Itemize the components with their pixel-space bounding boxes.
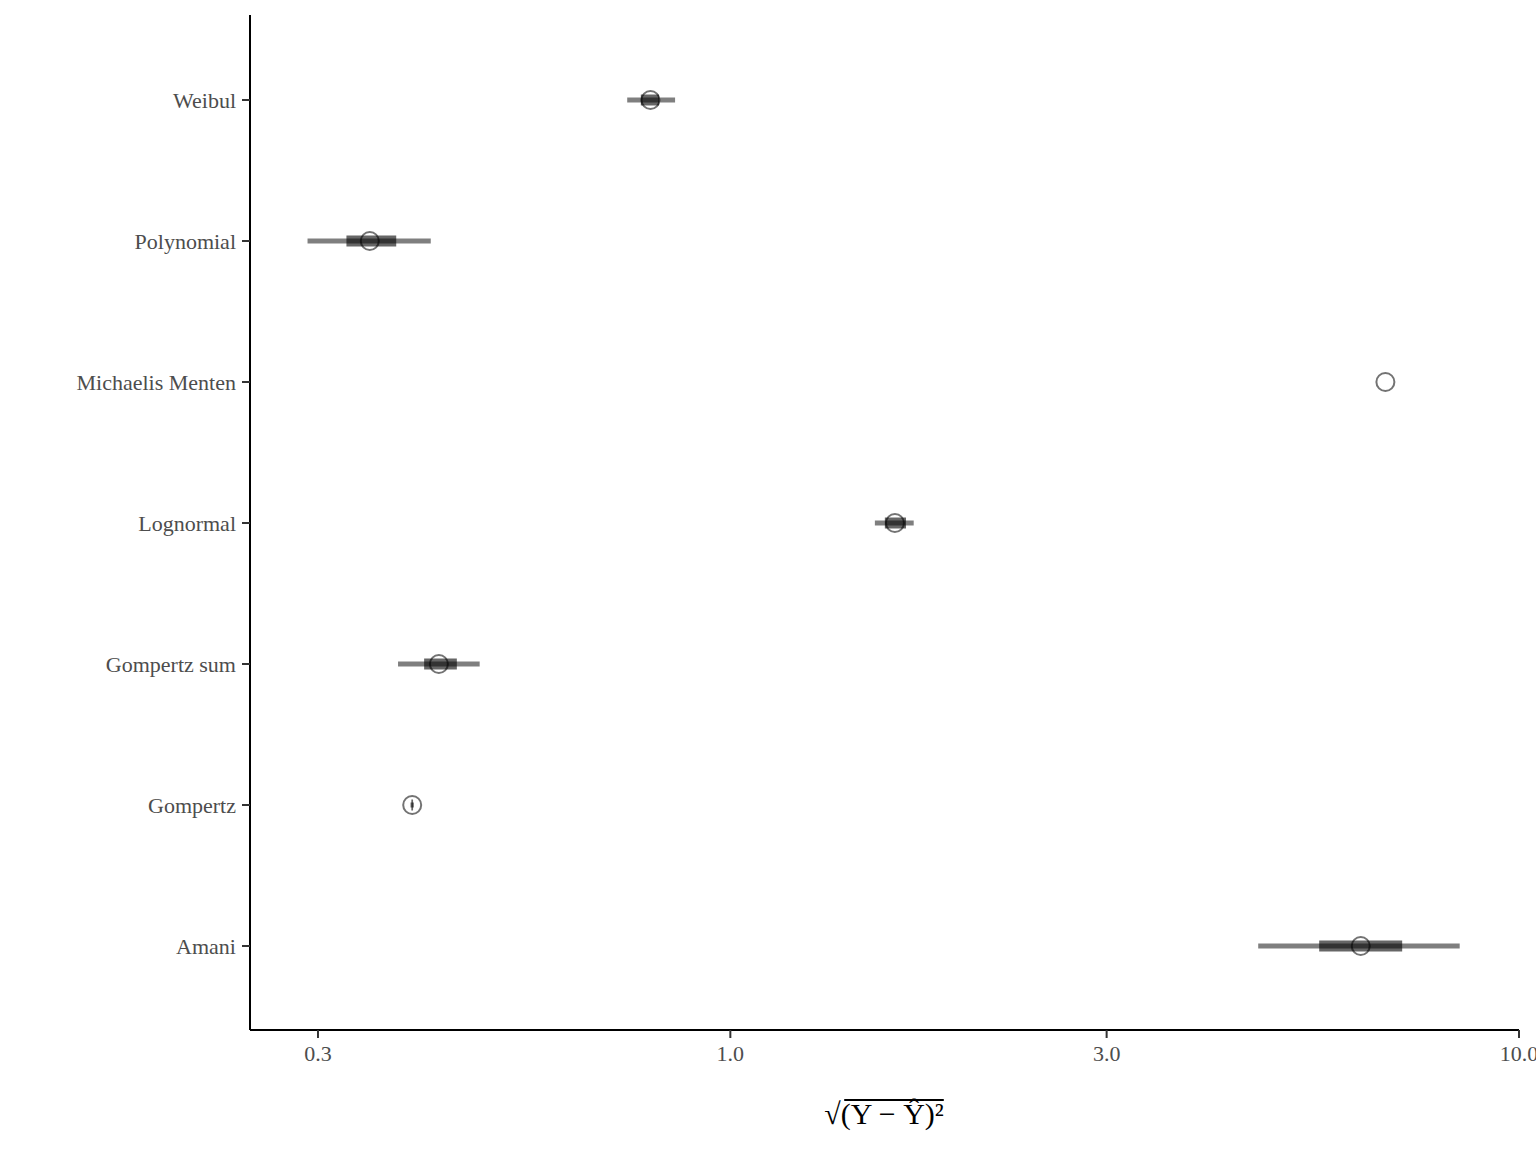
point [641, 91, 659, 109]
x-tick [1518, 1030, 1520, 1038]
outer-interval [398, 662, 480, 667]
point [1352, 937, 1370, 955]
y-tick-label: Gompertz [148, 793, 236, 818]
plot-area [308, 91, 1460, 955]
y-tick-label: Amani [176, 934, 236, 959]
x-tick [729, 1030, 731, 1038]
y-tick [242, 240, 250, 242]
outer-interval [1258, 944, 1459, 949]
radical-bar [844, 1099, 944, 1101]
y-tick-label: Michaelis Menten [77, 370, 236, 395]
y-tick-label: Lognormal [138, 511, 236, 536]
x-tick-label: 1.0 [717, 1041, 745, 1066]
x-tick-label: 3.0 [1093, 1041, 1121, 1066]
y-tick-label: Polynomial [135, 229, 236, 254]
inner-interval [641, 95, 659, 106]
point [361, 232, 379, 250]
chart: 0.3 1.0 3.0 10.0 Weibul Polynomial Michaelis M… [0, 0, 1536, 1152]
y-tick [242, 663, 250, 665]
point [1376, 373, 1394, 391]
y-tick-label: Weibul [173, 88, 236, 113]
x-axis [250, 1029, 1519, 1031]
inner-interval [346, 236, 396, 247]
x-tick [1106, 1030, 1108, 1038]
y-tick [242, 804, 250, 806]
x-axis-label: √(Y − Ŷ)² [824, 1097, 944, 1131]
y-tick [242, 522, 250, 524]
outer-interval [308, 239, 431, 244]
point [430, 655, 448, 673]
outer-interval [875, 521, 914, 526]
outer-interval [627, 98, 675, 103]
y-tick [242, 99, 250, 101]
inner-interval [1319, 941, 1402, 952]
y-tick [242, 381, 250, 383]
outer-interval [410, 803, 413, 808]
point [886, 514, 904, 532]
inner-interval [411, 800, 413, 811]
x-tick-label: 0.3 [304, 1041, 332, 1066]
x-tick [317, 1030, 319, 1038]
y-tick [242, 945, 250, 947]
point [403, 796, 421, 814]
y-tick-label: Gompertz sum [106, 652, 236, 677]
x-tick-label: 10.0 [1500, 1041, 1536, 1066]
